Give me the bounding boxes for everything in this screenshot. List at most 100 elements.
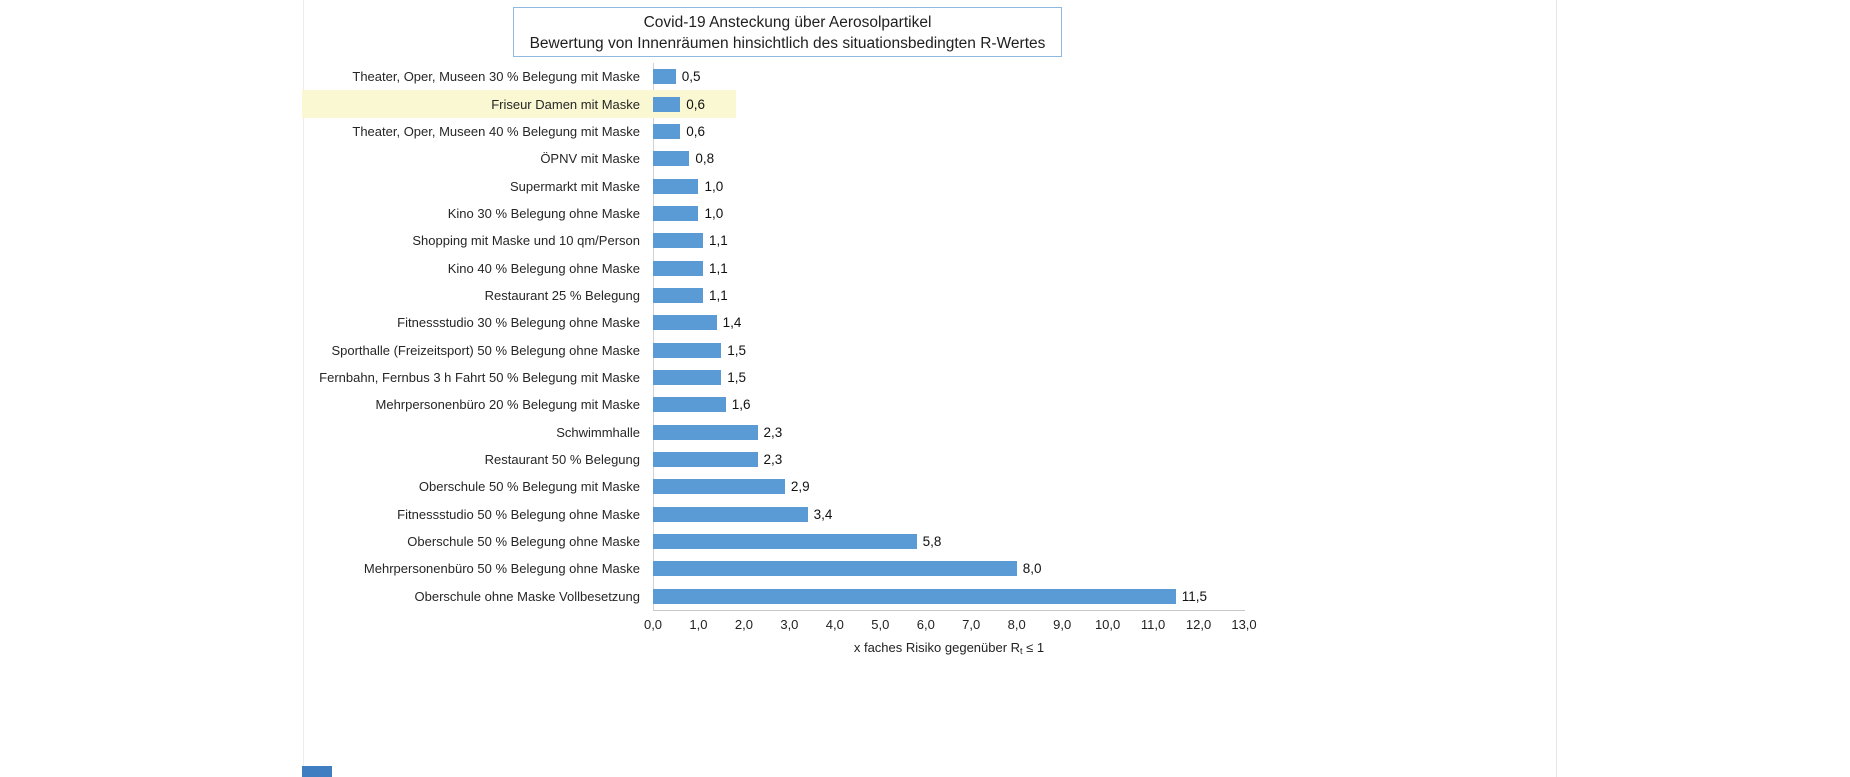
bar-label: Kino 30 % Belegung ohne Maske: [447, 205, 640, 221]
bar-label: Mehrpersonenbüro 50 % Belegung ohne Mask…: [363, 561, 640, 577]
x-axis-tick: 7,0: [962, 617, 981, 632]
bar-value: 5,8: [922, 534, 942, 550]
chart-row: Shopping mit Maske und 10 qm/Person 1,1: [304, 227, 1558, 254]
chart-row: Fernbahn, Fernbus 3 h Fahrt 50 % Belegun…: [304, 364, 1558, 391]
chart-row: Kino 30 % Belegung ohne Maske 1,0: [304, 200, 1558, 227]
bar-label: Schwimmhalle: [556, 424, 640, 440]
bar-value: 1,4: [722, 315, 742, 331]
x-axis-tick: 8,0: [1007, 617, 1026, 632]
bar: [653, 588, 1176, 604]
bar-value: 2,9: [790, 479, 810, 495]
bar-label: Fitnessstudio 50 % Belegung ohne Maske: [397, 506, 640, 522]
x-axis-tick: 13,0: [1231, 617, 1257, 632]
bar-label: Theater, Oper, Museen 30 % Belegung mit …: [352, 69, 640, 85]
x-axis-tick: 6,0: [916, 617, 935, 632]
bar: [653, 534, 917, 550]
bar: [653, 315, 717, 331]
bar-value: 8,0: [1022, 561, 1042, 577]
x-axis-line: [653, 610, 1245, 611]
bar-label: Supermarkt mit Maske: [509, 178, 640, 194]
bar-label: Theater, Oper, Museen 40 % Belegung mit …: [352, 123, 640, 139]
bar: [653, 479, 785, 495]
bar: [653, 96, 681, 112]
bar-label: Oberschule 50 % Belegung mit Maske: [418, 479, 640, 495]
chart-row: Oberschule ohne Maske Vollbesetzung 11,5: [304, 583, 1558, 610]
x-axis-tick: 5,0: [871, 617, 890, 632]
x-axis-tick: 2,0: [734, 617, 753, 632]
bar-value: 0,6: [686, 123, 706, 139]
bar-label: Restaurant 25 % Belegung: [484, 287, 640, 303]
bar-value: 2,3: [763, 424, 783, 440]
chart-row: Oberschule 50 % Belegung mit Maske 2,9: [304, 473, 1558, 500]
x-axis-label-post: ≤ 1: [1022, 640, 1045, 655]
chart-title-box: Covid-19 Ansteckung über Aerosolpartikel…: [513, 7, 1062, 57]
bar: [653, 424, 758, 440]
window-corner-artifact: [302, 766, 332, 777]
chart-row: Friseur Damen mit Maske 0,6: [302, 90, 1558, 118]
x-axis-tick: 1,0: [689, 617, 708, 632]
x-axis-label: x faches Risiko gegenüber Rt ≤ 1: [653, 640, 1245, 656]
bar-label: Oberschule ohne Maske Vollbesetzung: [414, 588, 640, 604]
bar-value: 1,0: [704, 205, 724, 221]
bar: [653, 123, 681, 139]
bar: [653, 506, 808, 522]
bar-value: 1,1: [709, 260, 728, 276]
bar-value: 1,0: [704, 178, 724, 194]
bar: [653, 342, 722, 358]
x-axis-tick: 9,0: [1053, 617, 1072, 632]
chart-row: Restaurant 25 % Belegung 1,1: [304, 282, 1558, 309]
x-axis-label-pre: x faches Risiko gegenüber R: [853, 640, 1021, 655]
bar-value: 1,5: [727, 369, 746, 385]
chart-row: Sporthalle (Freizeitsport) 50 % Belegung…: [304, 336, 1558, 363]
chart-row: Fitnessstudio 30 % Belegung ohne Maske 1,…: [304, 309, 1558, 336]
bar: [653, 287, 703, 303]
bar-value: 0,8: [695, 151, 715, 167]
x-axis-tick: 4,0: [825, 617, 844, 632]
bar-label: Kino 40 % Belegung ohne Maske: [447, 260, 640, 276]
x-axis-tick: 10,0: [1094, 617, 1121, 632]
chart-row: Restaurant 50 % Belegung 2,3: [304, 446, 1558, 473]
bar-label: Mehrpersonenbüro 20 % Belegung mit Maske: [375, 397, 640, 413]
chart-row: Theater, Oper, Museen 30 % Belegung mit …: [304, 63, 1558, 90]
x-axis-label-subscript: t: [1020, 646, 1023, 656]
x-axis-tick: 11,0: [1140, 617, 1166, 632]
bar-label: ÖPNV mit Maske: [540, 151, 640, 167]
bar: [653, 178, 699, 194]
x-axis-tick: 12,0: [1185, 617, 1212, 632]
bar: [653, 397, 726, 413]
bar-value: 1,1: [709, 233, 728, 249]
bar-value: 1,1: [709, 287, 728, 303]
bar-value: 3,4: [813, 506, 833, 522]
chart-row: ÖPNV mit Maske 0,8: [304, 145, 1558, 172]
bar-label: Restaurant 50 % Belegung: [484, 451, 640, 467]
bar: [653, 260, 703, 276]
bar-value: 0,6: [686, 96, 706, 112]
bar-value: 11,5: [1181, 588, 1208, 604]
x-axis-tick: 3,0: [780, 617, 799, 632]
chart-row: Supermarkt mit Maske 1,0: [304, 172, 1558, 199]
chart-container: Covid-19 Ansteckung über Aerosolpartikel…: [302, 0, 1558, 777]
bar-label: Sporthalle (Freizeitsport) 50 % Belegung…: [331, 342, 640, 358]
bar-value: 0,5: [681, 69, 701, 85]
bar-label: Oberschule 50 % Belegung ohne Maske: [407, 534, 640, 550]
bar-value: 1,5: [727, 342, 746, 358]
bar: [653, 561, 1017, 577]
bar: [653, 233, 703, 249]
bar: [653, 69, 676, 85]
bar-chart-rows: Theater, Oper, Museen 30 % Belegung mit …: [302, 63, 1558, 610]
x-axis-tick: 0,0: [643, 617, 663, 632]
bar: [653, 151, 690, 167]
chart-row: Fitnessstudio 50 % Belegung ohne Maske 3,…: [304, 501, 1558, 528]
bar: [653, 369, 722, 385]
bar-label: Fernbahn, Fernbus 3 h Fahrt 50 % Belegun…: [319, 369, 640, 385]
chart-title-line2: Bewertung von Innenräumen hinsichtlich d…: [529, 35, 1046, 52]
bar: [653, 451, 758, 467]
bar-label: Friseur Damen mit Maske: [491, 96, 640, 112]
chart-row: Kino 40 % Belegung ohne Maske 1,1: [304, 254, 1558, 281]
bar-label: Shopping mit Maske und 10 qm/Person: [412, 233, 640, 249]
chart-row: Oberschule 50 % Belegung ohne Maske 5,8: [304, 528, 1558, 555]
chart-row: Theater, Oper, Museen 40 % Belegung mit …: [304, 118, 1558, 145]
chart-row: Schwimmhalle 2,3: [304, 418, 1558, 445]
bar-label: Fitnessstudio 30 % Belegung ohne Maske: [397, 315, 640, 331]
